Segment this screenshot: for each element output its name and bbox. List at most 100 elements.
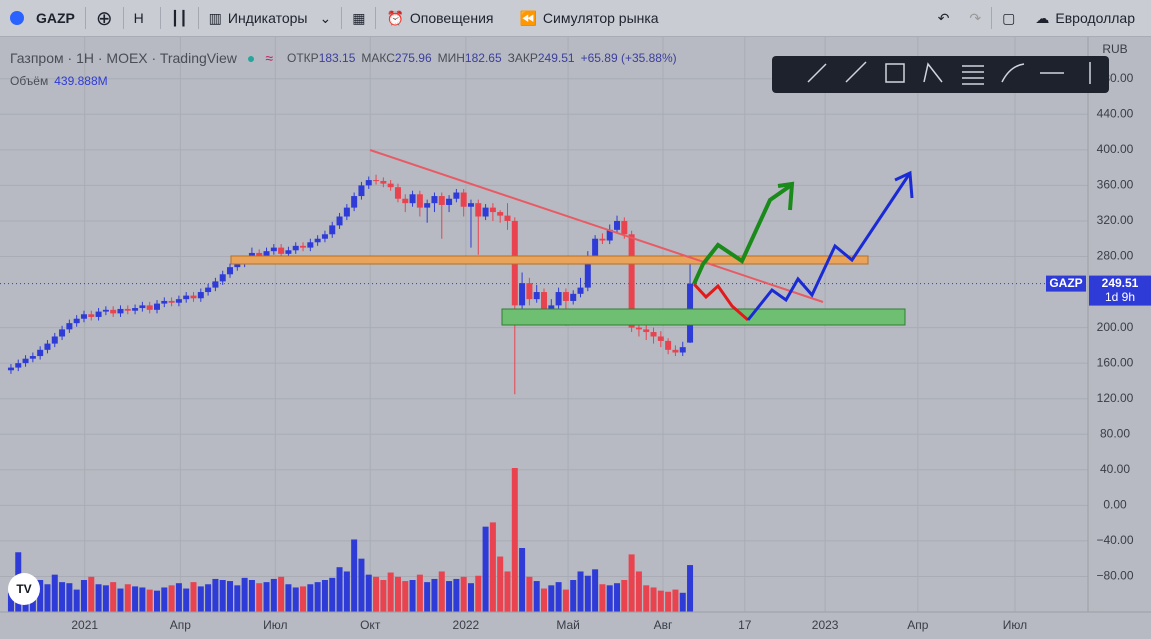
volume-bar <box>606 585 613 612</box>
legend: Газпром · 1Н · MOEX · TradingView ● ≈ ОТК… <box>10 50 677 66</box>
volume-bar <box>438 571 445 612</box>
volume-bar <box>570 580 577 612</box>
volume-bar <box>504 571 511 612</box>
volume-bar <box>168 585 175 612</box>
symbol: GAZP <box>36 10 75 26</box>
volume-bar <box>628 554 635 612</box>
x-tick-label: Май <box>556 618 580 632</box>
volume-bar <box>431 578 438 612</box>
x-tick-label: 17 <box>738 618 752 632</box>
candle-body <box>168 300 175 303</box>
candle-body <box>562 292 569 301</box>
volume-bar <box>599 584 606 612</box>
volume-bar <box>37 580 44 612</box>
candle-body <box>431 196 438 204</box>
legend-title: Газпром · 1Н · MOEX · TradingView <box>10 50 237 66</box>
price-tag-value: 249.51 <box>1102 276 1139 290</box>
candle-body <box>416 194 423 208</box>
close-label: ЗАКР <box>507 51 538 65</box>
candle-body <box>635 327 642 330</box>
volume-bar <box>635 571 642 612</box>
symbol-button[interactable]: GAZP <box>10 10 75 26</box>
alerts-button[interactable]: ⏰ Оповещения <box>386 9 494 27</box>
candle-body <box>621 220 628 235</box>
candle-body <box>285 250 292 254</box>
fullscreen-button[interactable]: ▢ <box>1002 9 1016 26</box>
undo-button[interactable]: ↶ <box>937 9 950 26</box>
candle-body <box>467 203 474 207</box>
volume-bar <box>650 587 657 612</box>
candle-body <box>66 323 73 330</box>
chart-type-button[interactable]: ┃┃ <box>170 9 188 26</box>
volume-bar <box>124 584 131 612</box>
tool-ray[interactable] <box>845 61 867 83</box>
volume-bar <box>453 578 460 612</box>
volume-bar <box>687 565 694 612</box>
price-tag-bg <box>1089 275 1151 306</box>
candle-body <box>614 220 621 230</box>
candle-body <box>351 196 358 208</box>
y-tick-label: 0.00 <box>1103 498 1127 512</box>
y-tick-label: 440.00 <box>1097 106 1134 120</box>
candle-body <box>124 308 131 311</box>
volume-bar <box>110 582 117 612</box>
volume-bar <box>482 526 489 612</box>
volume-bar <box>183 588 190 612</box>
x-tick-label: Авг <box>654 618 673 632</box>
compare-button[interactable]: ⊕ <box>95 7 113 30</box>
candle-body <box>132 308 139 311</box>
tool-fib[interactable] <box>962 65 984 85</box>
indicators-button[interactable]: ▥ Индикаторы ⌄ <box>208 9 332 27</box>
top-toolbar: GAZP ⊕ Н ┃┃ ▥ Индикаторы ⌄ ▦ ⏰ Оповещени… <box>0 0 1151 37</box>
tool-trend[interactable] <box>807 63 827 83</box>
volume-bar <box>380 580 387 612</box>
candle-body <box>256 252 263 257</box>
volume-bar <box>270 578 277 612</box>
volume-bar <box>59 582 66 612</box>
volume-bar <box>402 581 409 612</box>
candle-body <box>307 242 314 248</box>
volume-bar <box>132 586 139 612</box>
volume-bar <box>387 572 394 612</box>
x-tick-label: Окт <box>360 618 381 632</box>
volume-bar <box>292 587 299 612</box>
candle-body <box>650 332 657 337</box>
candle-body <box>519 283 526 306</box>
interval-button[interactable]: Н <box>134 10 150 26</box>
candle-body <box>358 185 365 197</box>
tool-rect[interactable] <box>885 63 905 83</box>
volume-bar <box>358 558 365 612</box>
volume-bar <box>80 580 87 612</box>
candle-body <box>183 295 190 300</box>
indicators: Индикаторы <box>227 10 308 26</box>
layout-button[interactable]: ☁ Евродоллар <box>1035 9 1135 27</box>
volume-bar <box>161 587 168 612</box>
replay-button[interactable]: ⏪ Симулятор рынка <box>519 9 659 27</box>
high-value: 275.96 <box>394 51 432 65</box>
volume-bar <box>7 592 14 612</box>
volume-bar <box>373 576 380 612</box>
candle-body <box>672 349 679 353</box>
open-label: ОТКР <box>287 51 319 65</box>
volume-bar <box>263 582 270 612</box>
volume-bar <box>497 556 504 612</box>
candle-body <box>526 283 533 300</box>
volume-bar <box>511 468 518 612</box>
drawings <box>230 149 914 326</box>
green-arrow-head <box>777 181 795 211</box>
volume-bar <box>351 539 358 612</box>
volume-bar <box>219 580 226 612</box>
tool-triangle[interactable] <box>923 62 943 83</box>
x-tick-label: Июл <box>263 618 287 632</box>
candle-body <box>424 203 431 208</box>
y-tick-label: 280.00 <box>1097 249 1134 263</box>
volume-bar <box>146 589 153 612</box>
redo-button[interactable]: ↷ <box>969 9 982 26</box>
candle-body <box>329 225 336 235</box>
volume-bar <box>117 588 124 612</box>
tool-brush[interactable] <box>1001 63 1025 83</box>
volume-bar <box>248 580 255 612</box>
layouts-button[interactable]: ▦ <box>352 9 366 26</box>
